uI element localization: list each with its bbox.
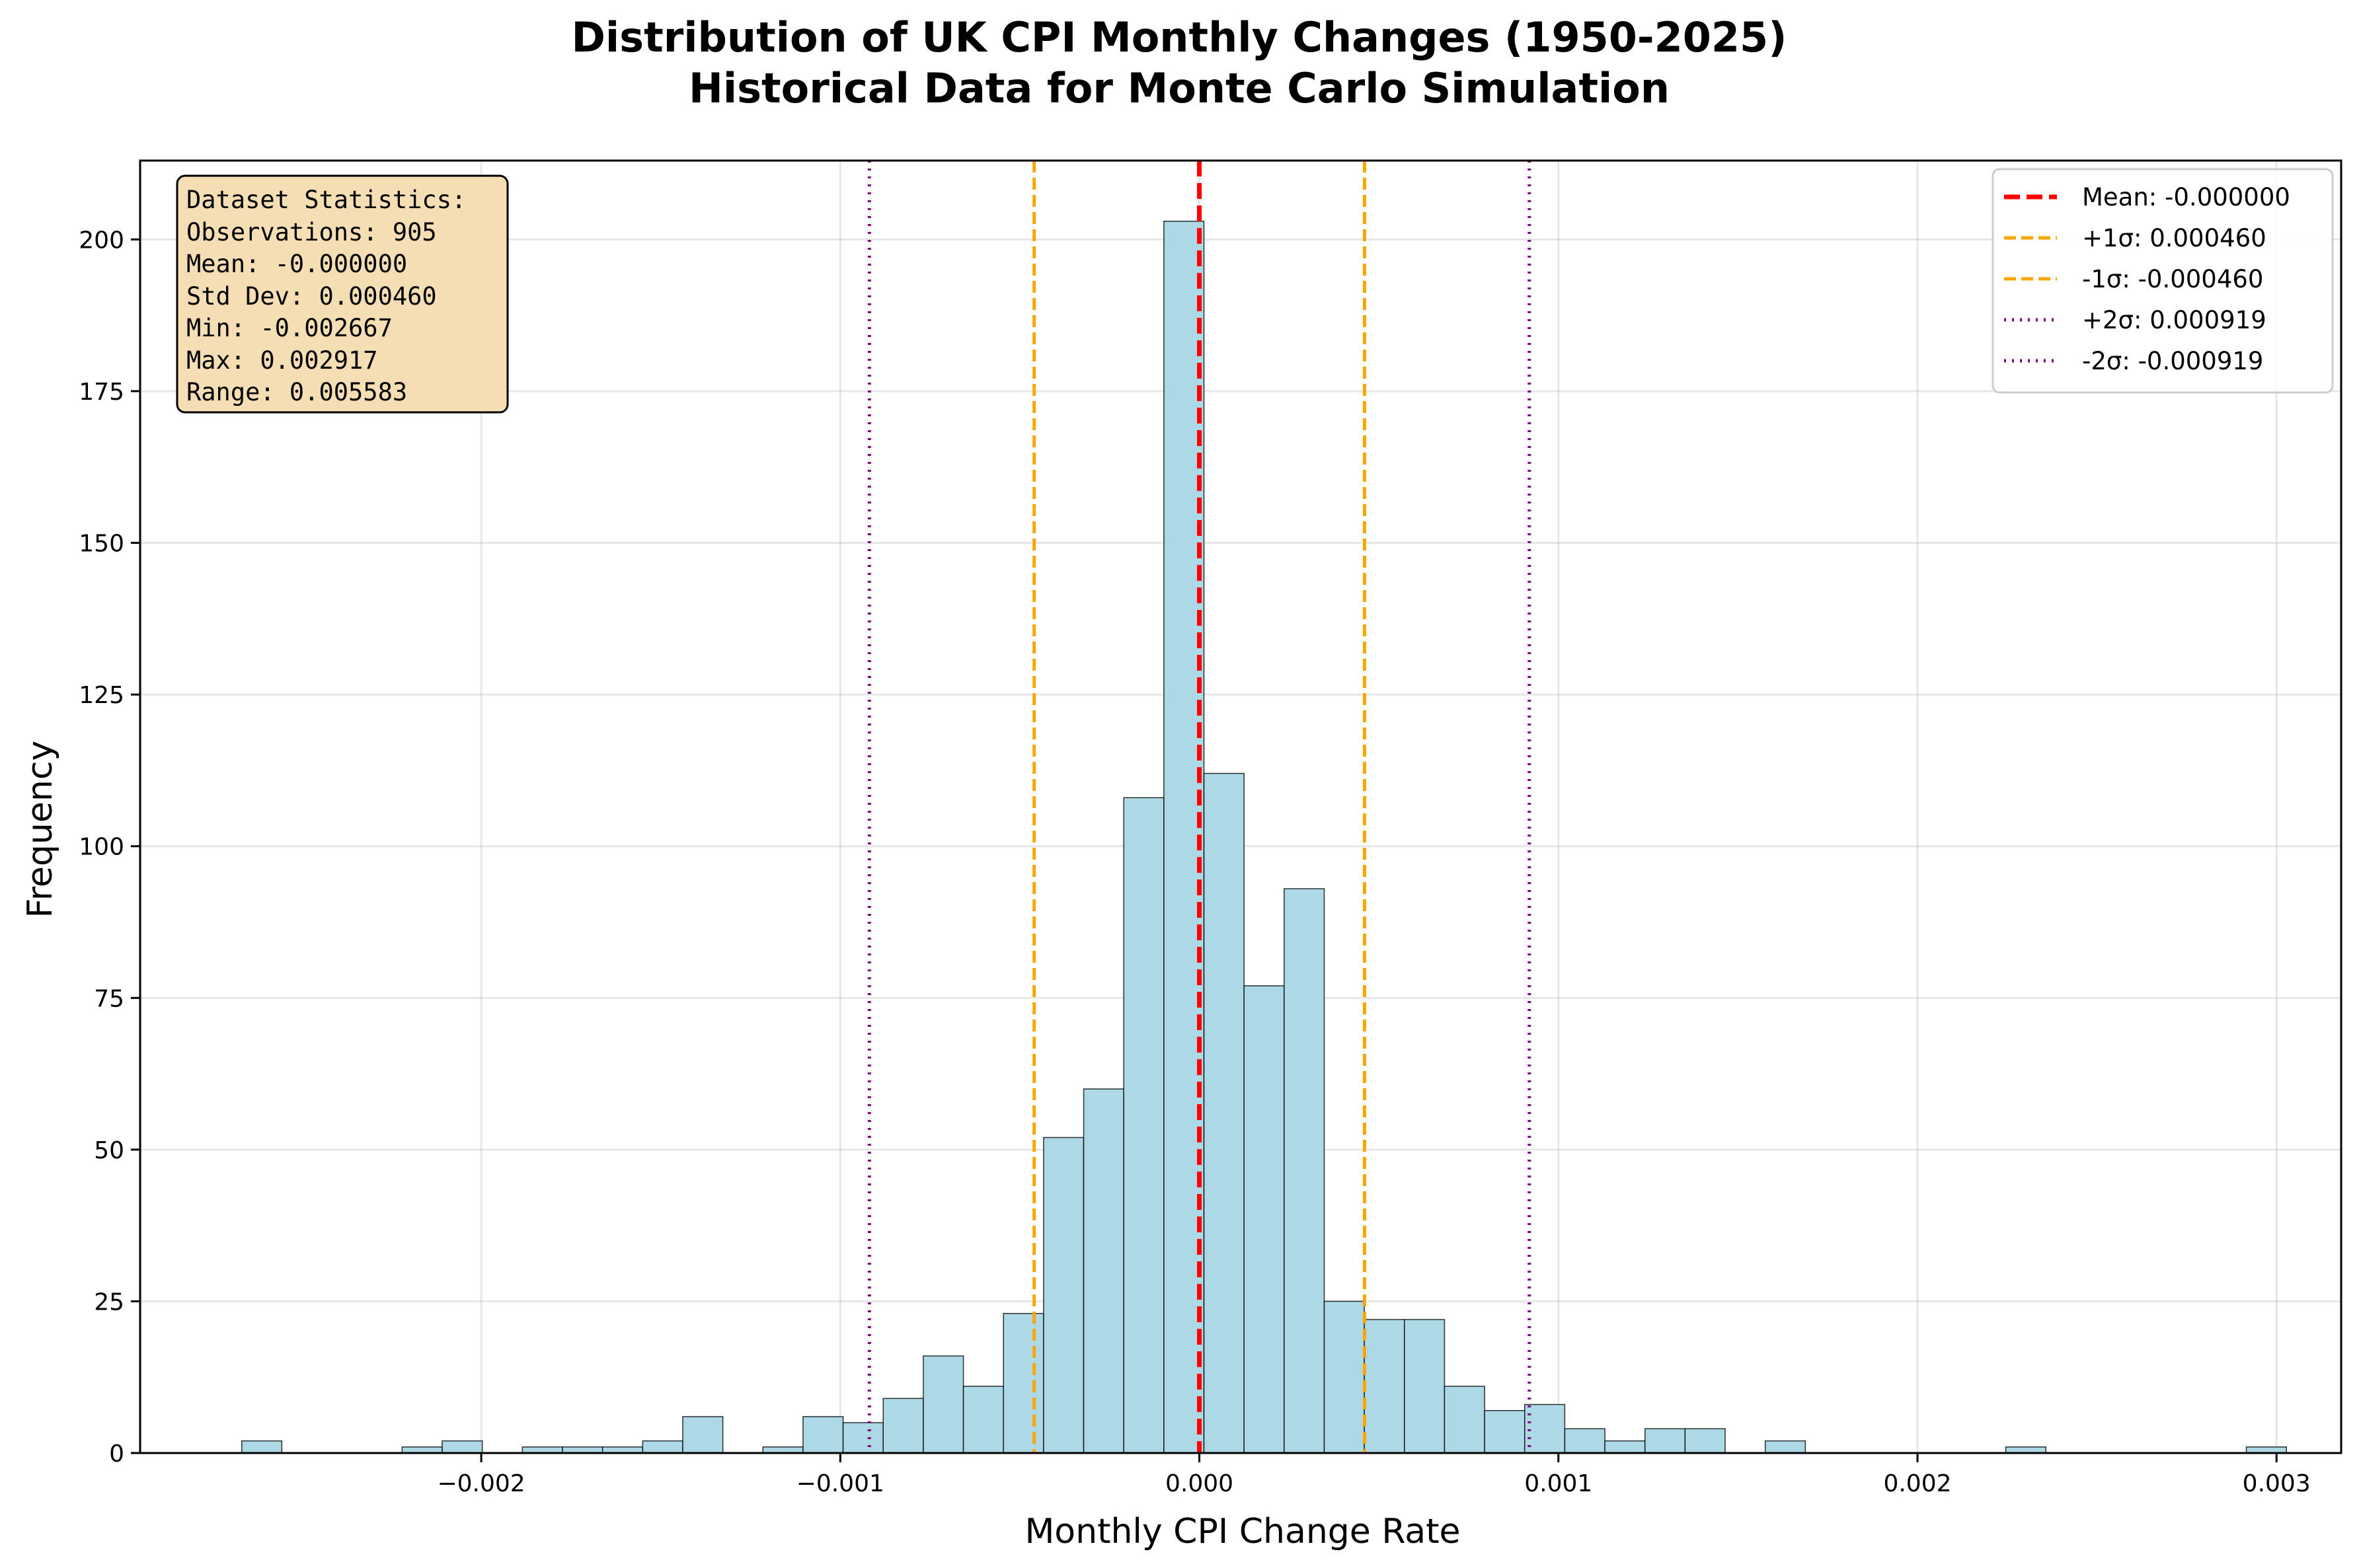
histogram-bar — [241, 1440, 283, 1454]
histogram-bar — [1203, 772, 1245, 1454]
y-tick-label: 175 — [79, 379, 124, 406]
legend: Mean: -0.000000 +1σ: 0.000460 -1σ: -0.0004… — [1992, 168, 2334, 394]
legend-label: +1σ: 0.000460 — [2082, 224, 2266, 252]
y-tick-label: 100 — [79, 834, 124, 861]
histogram-bar — [1684, 1428, 1726, 1454]
histogram-bars — [241, 221, 2287, 1454]
histogram-bar — [1444, 1386, 1485, 1454]
legend-label: +2σ: 0.000919 — [2082, 306, 2266, 334]
histogram-bar — [1123, 797, 1165, 1454]
stats-box-background — [176, 174, 509, 414]
stats-line: Range: 0.005583 — [186, 378, 407, 406]
y-axis-label: Frequency — [20, 741, 60, 918]
histogram-bar — [1243, 985, 1285, 1454]
x-tick-label: 0.002 — [1883, 1470, 1951, 1497]
histogram-bar — [682, 1416, 724, 1454]
y-tick-label: 0 — [109, 1440, 124, 1468]
y-tick-label: 200 — [79, 227, 124, 254]
histogram-bar — [923, 1355, 964, 1454]
histogram-bar — [442, 1440, 483, 1454]
histogram-bar — [1404, 1319, 1446, 1454]
stats-line: Max: 0.002917 — [186, 346, 378, 375]
histogram-bar — [1484, 1409, 1526, 1454]
x-tick-label: 0.001 — [1524, 1470, 1592, 1497]
histogram-bar — [1364, 1319, 1405, 1454]
chart-title: Distribution of UK CPI Monthly Changes (… — [571, 13, 1787, 61]
histogram-bar — [1644, 1428, 1686, 1454]
histogram-bar — [1564, 1428, 1605, 1454]
histogram-bar — [642, 1440, 683, 1454]
x-tick-label: −0.002 — [437, 1470, 525, 1497]
legend-label: -2σ: -0.000919 — [2082, 347, 2263, 375]
reference-lines — [867, 161, 1531, 1453]
y-tick-label: 25 — [94, 1288, 124, 1316]
stats-line: Mean: -0.000000 — [186, 250, 407, 278]
plot-frame — [139, 159, 2342, 1454]
histogram-bar — [1524, 1403, 1566, 1454]
histogram-bar — [1003, 1313, 1044, 1454]
stats-line: Std Dev: 0.000460 — [186, 282, 437, 311]
x-axis-label: Monthly CPI Change Rate — [1025, 1512, 1460, 1551]
legend-label: -1σ: -0.000460 — [2082, 265, 2263, 293]
histogram-bar — [962, 1386, 1004, 1454]
histogram-bar — [1284, 888, 1325, 1454]
stats-line: Min: -0.002667 — [186, 314, 393, 342]
histogram-bar — [1764, 1440, 1806, 1454]
histogram-bar — [1323, 1300, 1365, 1454]
histogram-bar — [842, 1422, 884, 1454]
histogram-bar — [1043, 1137, 1085, 1454]
x-tick-label: 0.000 — [1165, 1470, 1233, 1497]
x-tick-label: −0.001 — [796, 1470, 884, 1497]
histogram-bar — [1083, 1088, 1124, 1454]
stats-line: Observations: 905 — [186, 218, 437, 246]
axis-ticks: −0.002 −0.001 0.000 0.001 0.002 0.003 0 25 50 75 1… — [79, 227, 2310, 1497]
histogram-bar — [1604, 1440, 1646, 1454]
stats-box: Dataset Statistics: Observations: 905 Me… — [176, 174, 509, 414]
y-tick-label: 50 — [94, 1137, 124, 1164]
histogram-bar — [882, 1398, 924, 1454]
y-tick-label: 150 — [79, 531, 124, 558]
legend-background — [1992, 168, 2334, 394]
y-tick-label: 125 — [79, 682, 124, 709]
x-tick-label: 0.003 — [2243, 1470, 2311, 1497]
chart-subtitle: Historical Data for Monte Carlo Simulati… — [689, 64, 1670, 112]
stats-line: Dataset Statistics: — [186, 186, 466, 214]
legend-label: Mean: -0.000000 — [2082, 183, 2290, 211]
histogram-bar — [802, 1416, 844, 1454]
y-tick-label: 75 — [94, 985, 124, 1012]
